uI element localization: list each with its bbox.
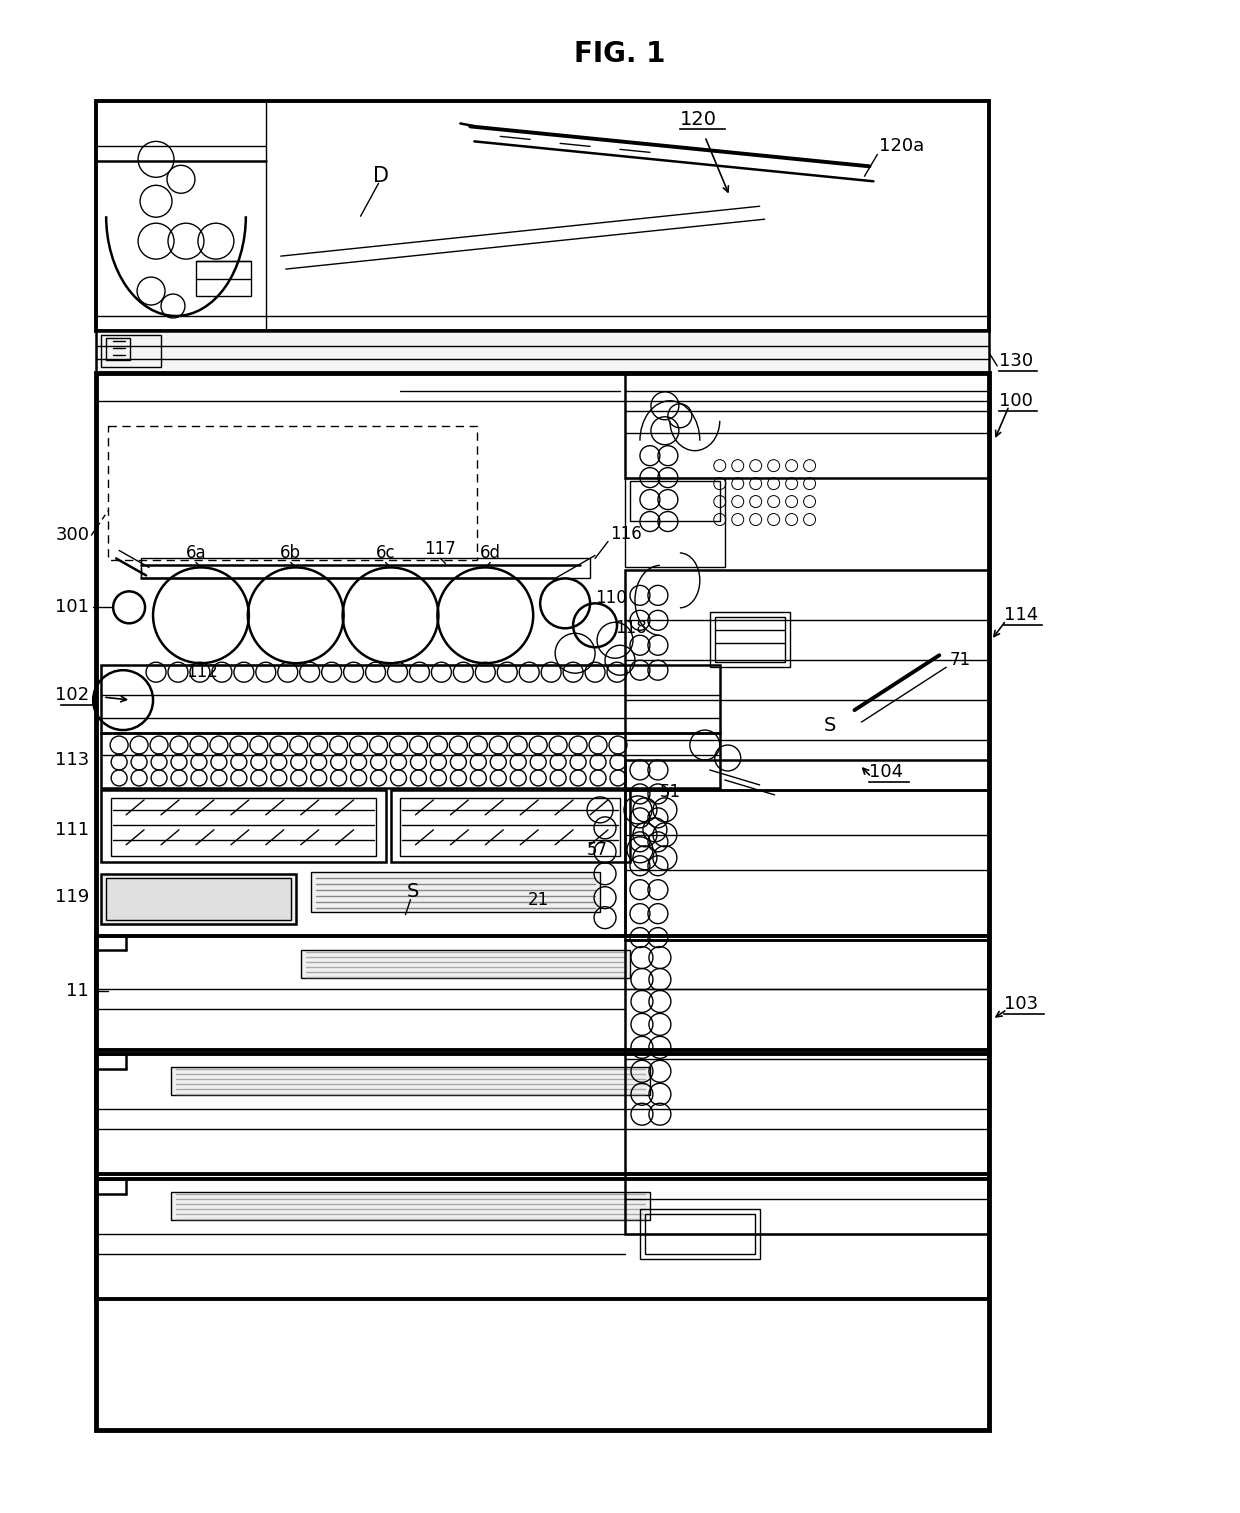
- Bar: [97, 935, 990, 1050]
- Bar: [102, 734, 719, 788]
- Text: 21: 21: [528, 891, 549, 909]
- Text: 51: 51: [660, 782, 681, 800]
- Bar: [714, 617, 785, 663]
- Bar: [97, 101, 990, 331]
- Text: 11: 11: [67, 982, 89, 1000]
- Text: 112: 112: [186, 663, 218, 681]
- Text: 100: 100: [999, 392, 1033, 410]
- Text: 130: 130: [999, 353, 1033, 369]
- Bar: [625, 570, 990, 790]
- Bar: [625, 372, 990, 478]
- Bar: [102, 334, 161, 366]
- Text: 104: 104: [869, 763, 904, 781]
- Bar: [97, 1179, 990, 1298]
- Bar: [97, 1055, 990, 1174]
- Text: 120a: 120a: [879, 138, 925, 156]
- Bar: [709, 613, 790, 667]
- Bar: [112, 797, 376, 856]
- Bar: [107, 878, 290, 920]
- Text: D: D: [372, 166, 388, 186]
- Text: 110: 110: [595, 590, 626, 607]
- Text: 57: 57: [587, 841, 608, 859]
- Bar: [97, 331, 990, 372]
- Bar: [625, 760, 990, 940]
- Bar: [102, 873, 295, 923]
- Text: 102: 102: [55, 685, 89, 704]
- Bar: [102, 666, 719, 734]
- Bar: [645, 1213, 755, 1254]
- Text: 118: 118: [615, 619, 647, 637]
- Text: S: S: [407, 882, 419, 902]
- Text: S: S: [823, 716, 836, 735]
- Bar: [401, 797, 620, 856]
- Text: 114: 114: [1004, 607, 1038, 625]
- Text: 120: 120: [680, 110, 717, 129]
- Text: 116: 116: [610, 525, 642, 543]
- Bar: [630, 481, 719, 520]
- Text: 113: 113: [55, 750, 89, 769]
- Bar: [102, 790, 386, 862]
- Text: 6b: 6b: [280, 545, 301, 563]
- Bar: [107, 337, 130, 360]
- Text: 119: 119: [55, 888, 89, 906]
- Bar: [625, 478, 724, 567]
- Text: 111: 111: [55, 822, 89, 838]
- Bar: [625, 790, 990, 935]
- Text: 6c: 6c: [376, 545, 396, 563]
- Text: FIG. 1: FIG. 1: [574, 39, 666, 68]
- Bar: [171, 1067, 650, 1095]
- Text: 103: 103: [1004, 996, 1038, 1014]
- Text: 71: 71: [950, 651, 971, 669]
- Text: 6d: 6d: [480, 545, 501, 563]
- Bar: [625, 940, 990, 1235]
- Bar: [108, 425, 477, 560]
- Bar: [311, 871, 600, 912]
- Text: 101: 101: [56, 598, 89, 616]
- Bar: [391, 790, 630, 862]
- Bar: [97, 372, 990, 1430]
- Text: 300: 300: [56, 527, 89, 545]
- Bar: [141, 558, 590, 578]
- Bar: [640, 1209, 760, 1259]
- Bar: [171, 1192, 650, 1219]
- Text: 6a: 6a: [186, 545, 206, 563]
- Bar: [301, 950, 630, 977]
- Text: 117: 117: [424, 540, 456, 558]
- Bar: [196, 262, 250, 297]
